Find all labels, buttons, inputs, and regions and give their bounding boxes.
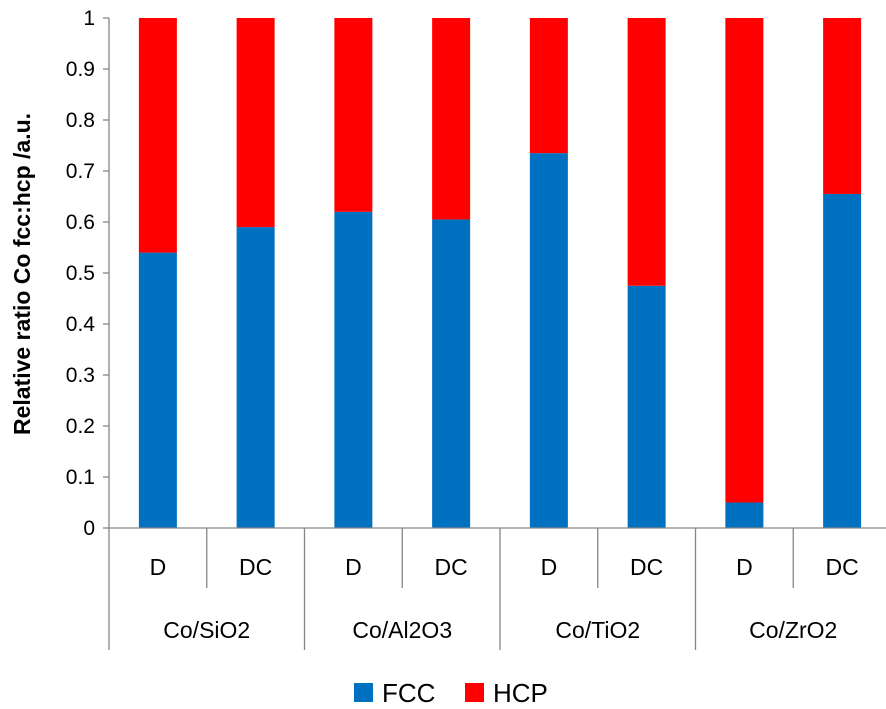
y-tick-label: 0.8 bbox=[66, 109, 95, 132]
bar-hcp-5 bbox=[627, 18, 666, 286]
x-category-label: D bbox=[345, 554, 362, 580]
y-tick-label: 0.4 bbox=[66, 313, 96, 336]
bar-fcc-6 bbox=[725, 502, 764, 528]
y-tick-label: 0.9 bbox=[66, 58, 95, 81]
x-category-label: DC bbox=[239, 554, 272, 580]
bar-fcc-2 bbox=[334, 211, 373, 529]
y-tick-label: 1 bbox=[83, 7, 95, 30]
x-group-label: Co/SiO2 bbox=[163, 617, 250, 643]
legend-label-fcc: FCC bbox=[382, 678, 435, 708]
legend-label-hcp: HCP bbox=[493, 678, 548, 708]
bar-fcc-3 bbox=[432, 219, 471, 528]
bar-hcp-0 bbox=[138, 18, 177, 253]
legend-swatch-fcc bbox=[354, 683, 373, 702]
y-tick-label: 0.5 bbox=[66, 262, 95, 285]
x-category-label: D bbox=[736, 554, 753, 580]
y-tick-label: 0.6 bbox=[66, 211, 95, 234]
bar-hcp-3 bbox=[432, 18, 471, 220]
legend: FCC HCP bbox=[354, 678, 548, 708]
legend-swatch-hcp bbox=[465, 683, 484, 702]
bar-fcc-4 bbox=[529, 153, 568, 528]
x-group-label: Co/ZrO2 bbox=[749, 617, 837, 643]
x-category-label: D bbox=[150, 554, 167, 580]
y-axis: 0 0.1 0.2 0.3 0.4 0.5 0.6 0.7 0.8 0.9 1 bbox=[66, 7, 110, 540]
x-group-label: Co/Al2O3 bbox=[352, 617, 452, 643]
y-tick-label: 0 bbox=[83, 517, 95, 540]
y-tick-label: 0.1 bbox=[66, 466, 95, 489]
y-tick-label: 0.2 bbox=[66, 415, 95, 438]
bar-hcp-7 bbox=[823, 18, 862, 194]
x-category-label: DC bbox=[435, 554, 468, 580]
x-category-label: DC bbox=[630, 554, 663, 580]
x-category-label: DC bbox=[826, 554, 859, 580]
bar-fcc-5 bbox=[627, 285, 666, 528]
bar-hcp-1 bbox=[236, 18, 275, 228]
bars bbox=[138, 18, 862, 529]
bar-fcc-7 bbox=[823, 193, 862, 528]
y-tick-label: 0.3 bbox=[66, 364, 95, 387]
x-group-label: Co/TiO2 bbox=[555, 617, 640, 643]
bar-hcp-6 bbox=[725, 18, 764, 503]
x-axis: D DC D DC D DC D DC Co/SiO2 Co/Al2O3 Co/TiO2 Co/ZrO… bbox=[108, 527, 886, 650]
y-axis-label: Relative ratio Co fcc:hcp /a.u. bbox=[9, 113, 35, 435]
bar-fcc-1 bbox=[236, 227, 275, 528]
bar-hcp-2 bbox=[334, 18, 373, 212]
y-tick-label: 0.7 bbox=[66, 160, 95, 183]
bar-hcp-4 bbox=[529, 18, 568, 154]
bar-fcc-0 bbox=[138, 252, 177, 528]
x-category-label: D bbox=[541, 554, 558, 580]
